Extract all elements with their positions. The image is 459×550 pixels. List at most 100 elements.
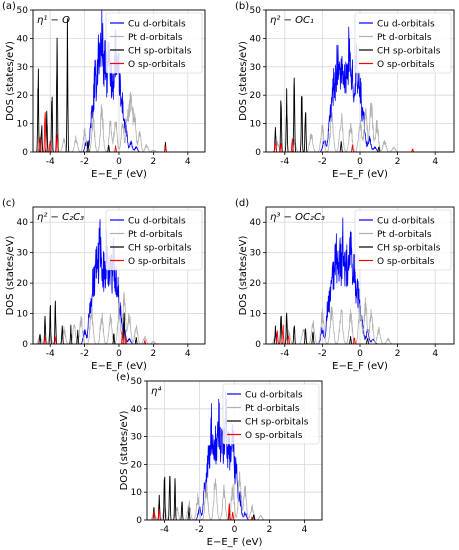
y-tick-label: 20 [131,460,143,470]
x-tick-label: 4 [302,525,308,535]
y-axis-label: DOS (states/eV) [5,41,16,121]
legend-entry: O sp-orbitals [128,257,186,267]
y-axis-label: DOS (states/eV) [5,236,16,316]
y-tick-label: 40 [17,34,29,44]
y-tick-label: 50 [131,377,143,387]
x-tick-label: 0 [232,525,238,535]
y-axis-label: DOS (states/eV) [238,41,249,121]
legend-box [354,209,452,271]
structure-label: η¹ − O [37,15,70,26]
y-tick-label: 0 [255,340,261,350]
x-axis-label: E−E_F (eV) [91,169,147,180]
legend-entry: CH sp-orbitals [128,47,192,57]
x-tick-label: -2 [80,349,89,359]
plot-area [266,217,454,344]
panel-letter: (b) [235,1,249,12]
y-tick-label: 40 [250,218,262,228]
y-tick-label: 0 [255,148,261,158]
y-axis-label: DOS (states/eV) [119,411,130,491]
y-tick-label: 20 [250,279,262,289]
x-tick-label: -4 [280,157,289,167]
y-tick-label: 40 [17,218,29,228]
legend-entry: O sp-orbitals [245,431,303,441]
legend-entry: Pt d-orbitals [245,404,300,414]
x-axis-label: E−E_F (eV) [207,537,263,548]
x-tick-label: -2 [80,157,89,167]
panel-letter: (e) [116,372,130,383]
plot-area [147,390,322,520]
series-line [266,297,454,344]
legend-entry: Pt d-orbitals [128,230,183,240]
x-tick-label: -4 [280,349,289,359]
legend-entry: Cu d-orbitals [377,217,435,227]
y-tick-label: 10 [17,310,29,320]
series-line [147,475,322,520]
plot-area [266,26,454,152]
legend-box [354,12,452,74]
y-tick-label: 20 [17,279,29,289]
x-tick-label: -2 [195,525,204,535]
x-tick-label: 4 [432,157,438,167]
legend-box [222,383,320,445]
legend-box [105,12,203,74]
y-tick-label: 20 [17,91,29,101]
y-tick-label: 0 [136,516,142,526]
x-tick-label: -4 [46,349,55,359]
series-line [147,390,322,520]
y-tick-label: 30 [131,433,143,443]
y-tick-label: 30 [250,249,262,259]
legend-entry: Cu d-orbitals [245,391,303,401]
y-tick-label: 20 [250,91,262,101]
x-axis-label: E−E_F (eV) [91,361,147,372]
x-tick-label: 2 [395,157,401,167]
series-line [266,26,454,152]
x-axis-label: E−E_F (eV) [332,361,388,372]
y-axis-label: DOS (states/eV) [238,236,249,316]
legend-entry: Cu d-orbitals [128,20,186,30]
x-tick-label: 4 [185,157,191,167]
legend-entry: CH sp-orbitals [377,47,441,57]
y-tick-label: 10 [250,120,262,130]
y-tick-label: 30 [250,63,262,73]
y-tick-label: 0 [22,340,28,350]
legend-entry: CH sp-orbitals [377,244,441,254]
legend-entry: CH sp-orbitals [128,244,192,254]
x-tick-label: -4 [46,157,55,167]
x-tick-label: -2 [318,349,327,359]
x-tick-label: 0 [116,349,122,359]
legend-entry: Pt d-orbitals [128,33,183,43]
structure-label: η⁴ [151,385,161,397]
structure-label: η² − OC₁ [270,15,314,26]
panel-letter: (a) [2,1,16,12]
y-tick-label: 40 [250,34,262,44]
x-tick-label: 4 [432,349,438,359]
series-line [33,91,205,152]
x-tick-label: 0 [116,157,122,167]
legend-entry: O sp-orbitals [377,60,435,70]
legend-entry: CH sp-orbitals [245,418,309,428]
x-tick-label: 2 [151,157,157,167]
legend-entry: O sp-orbitals [128,60,186,70]
x-tick-label: 0 [357,349,363,359]
series-line [33,300,205,344]
panel-letter: (c) [2,198,15,209]
y-tick-label: 10 [250,310,262,320]
x-tick-label: -4 [160,525,169,535]
structure-label: η³ − OC₂C₃ [270,212,325,223]
legend-entry: Cu d-orbitals [128,217,186,227]
y-tick-label: 10 [17,120,29,130]
x-axis-label: E−E_F (eV) [332,169,388,180]
x-tick-label: 2 [151,349,157,359]
plot-area [33,219,205,344]
legend-entry: O sp-orbitals [377,257,435,267]
x-tick-label: 4 [185,349,191,359]
y-tick-label: 10 [131,488,143,498]
y-tick-label: 50 [17,6,29,16]
panel-letter: (d) [235,198,249,209]
